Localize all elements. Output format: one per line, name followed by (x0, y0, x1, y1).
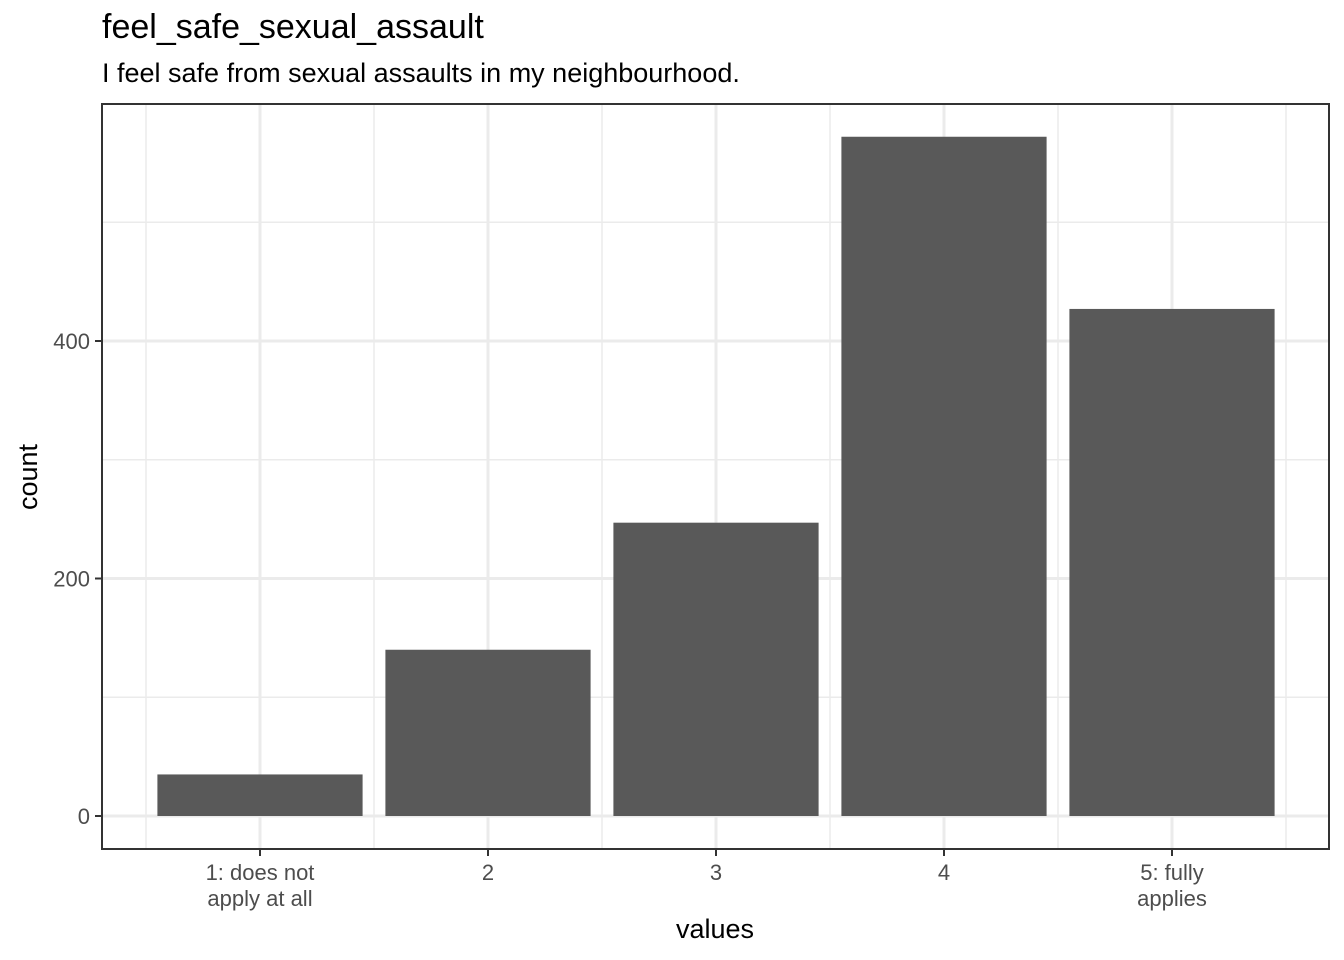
y-axis: 0 200 400 (53, 329, 102, 829)
y-axis-label: count (13, 443, 43, 510)
bar (841, 136, 1047, 816)
x-tick-label-line: applies (1137, 886, 1207, 911)
x-tick-label: 5: fully applies (1137, 860, 1207, 911)
x-tick-label: 1: does not apply at all (206, 860, 315, 911)
x-tick-label: 4 (938, 860, 950, 885)
bars (157, 136, 1275, 816)
x-tick-label: 3 (710, 860, 722, 885)
x-tick-label-line: 3 (710, 860, 722, 885)
y-tick-label: 400 (53, 329, 90, 354)
bar (1069, 308, 1275, 816)
bar (613, 522, 819, 816)
x-tick-label-line: 4 (938, 860, 950, 885)
x-axis-label: values (676, 914, 754, 944)
chart-subtitle: I feel safe from sexual assaults in my n… (102, 58, 740, 88)
x-tick-label-line: 5: fully (1140, 860, 1204, 885)
x-tick-label-line: 2 (482, 860, 494, 885)
x-tick-label-line: apply at all (207, 886, 312, 911)
y-tick-label: 0 (78, 804, 90, 829)
x-axis: 1: does not apply at all 2 3 4 5: fully applie… (206, 849, 1207, 911)
chart-title: feel_safe_sexual_assault (102, 8, 484, 46)
x-tick-label: 2 (482, 860, 494, 885)
x-tick-label-line: 1: does not (206, 860, 315, 885)
y-tick-label: 200 (53, 567, 90, 592)
bar (385, 649, 591, 816)
bar (157, 774, 363, 816)
